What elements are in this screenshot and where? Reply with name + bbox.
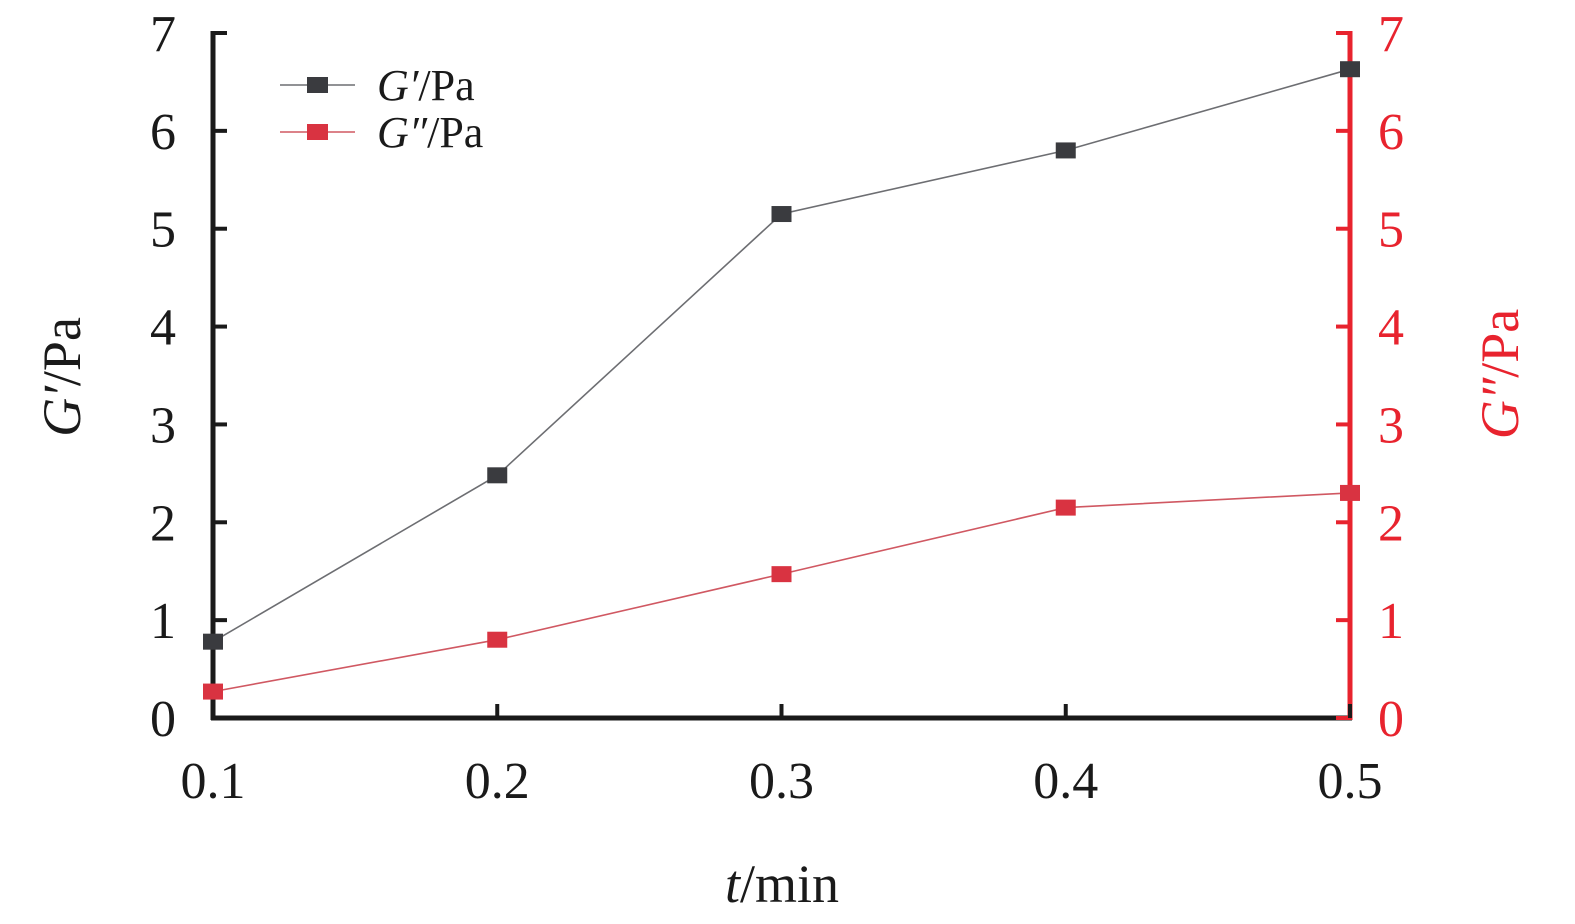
left-y-tick-label: 6	[150, 104, 176, 161]
right-y-tick-label: 3	[1378, 397, 1404, 454]
data-point	[487, 631, 508, 648]
legend-label-unit: /Pa	[427, 108, 483, 157]
legend-item: G″/Pa	[280, 108, 483, 157]
right-y-tick-label: 2	[1378, 495, 1404, 552]
x-tick-label: 0.1	[181, 753, 246, 810]
right-y-tick-label: 0	[1378, 691, 1404, 748]
series-g-double-prime	[203, 484, 1360, 700]
left-y-tick-label: 2	[150, 495, 176, 552]
series-layer	[203, 61, 1360, 700]
legend-label-unit: /Pa	[418, 61, 474, 110]
legend-label-var: G″	[377, 108, 428, 157]
left-y-tick-label: 7	[150, 6, 176, 63]
data-point	[487, 467, 508, 484]
axes: 0 01 12 23 34 45 56 67 70.1 0.2 0.3 0.4 0.5t/minG′/P…	[32, 6, 1530, 914]
right-y-tick-label: 4	[1378, 300, 1404, 357]
x-tick-label: 0.4	[1033, 753, 1098, 810]
legend: G′/PaG″/Pa	[280, 61, 483, 157]
series-line	[212, 492, 1351, 693]
right-y-tick-label: 5	[1378, 202, 1404, 259]
x-axis-title-unit: /min	[740, 854, 839, 914]
legend-item: G′/Pa	[280, 61, 475, 110]
left-y-tick-label: 4	[150, 300, 176, 357]
data-point	[1340, 484, 1360, 501]
right-y-tick-label: 6	[1378, 104, 1404, 161]
right-y-axis-title-unit: /Pa	[1470, 309, 1530, 378]
x-axis-title-var: t	[725, 854, 742, 914]
right-y-tick-label: 7	[1378, 6, 1404, 63]
data-point	[203, 633, 223, 650]
data-point	[1055, 142, 1076, 159]
left-y-tick-label: 3	[150, 397, 176, 454]
legend-marker	[307, 77, 328, 93]
legend-label: G′/Pa	[377, 61, 475, 110]
left-y-tick-label: 1	[150, 593, 176, 650]
data-point	[1340, 61, 1360, 78]
left-y-axis-title: G′/Pa	[32, 317, 92, 437]
legend-label-var: G′	[377, 61, 420, 110]
series-g-prime	[203, 61, 1360, 650]
x-axis-title: t/min	[725, 854, 839, 914]
legend-marker	[307, 124, 328, 140]
data-point	[203, 683, 223, 700]
left-y-axis-title-unit: /Pa	[32, 317, 92, 386]
data-point	[1055, 499, 1076, 516]
data-point	[771, 566, 792, 583]
right-y-axis-title: G″/Pa	[1470, 309, 1530, 440]
data-point	[771, 206, 792, 223]
right-y-axis-title-var: G″	[1470, 377, 1530, 439]
left-y-tick-label: 0	[150, 691, 176, 748]
x-tick-label: 0.3	[749, 753, 814, 810]
right-y-tick-label: 1	[1378, 593, 1404, 650]
left-y-axis-title-var: G′	[32, 385, 92, 437]
legend-label: G″/Pa	[377, 108, 483, 157]
left-y-tick-label: 5	[150, 202, 176, 259]
x-tick-label: 0.5	[1318, 753, 1383, 810]
x-tick-label: 0.2	[465, 753, 530, 810]
